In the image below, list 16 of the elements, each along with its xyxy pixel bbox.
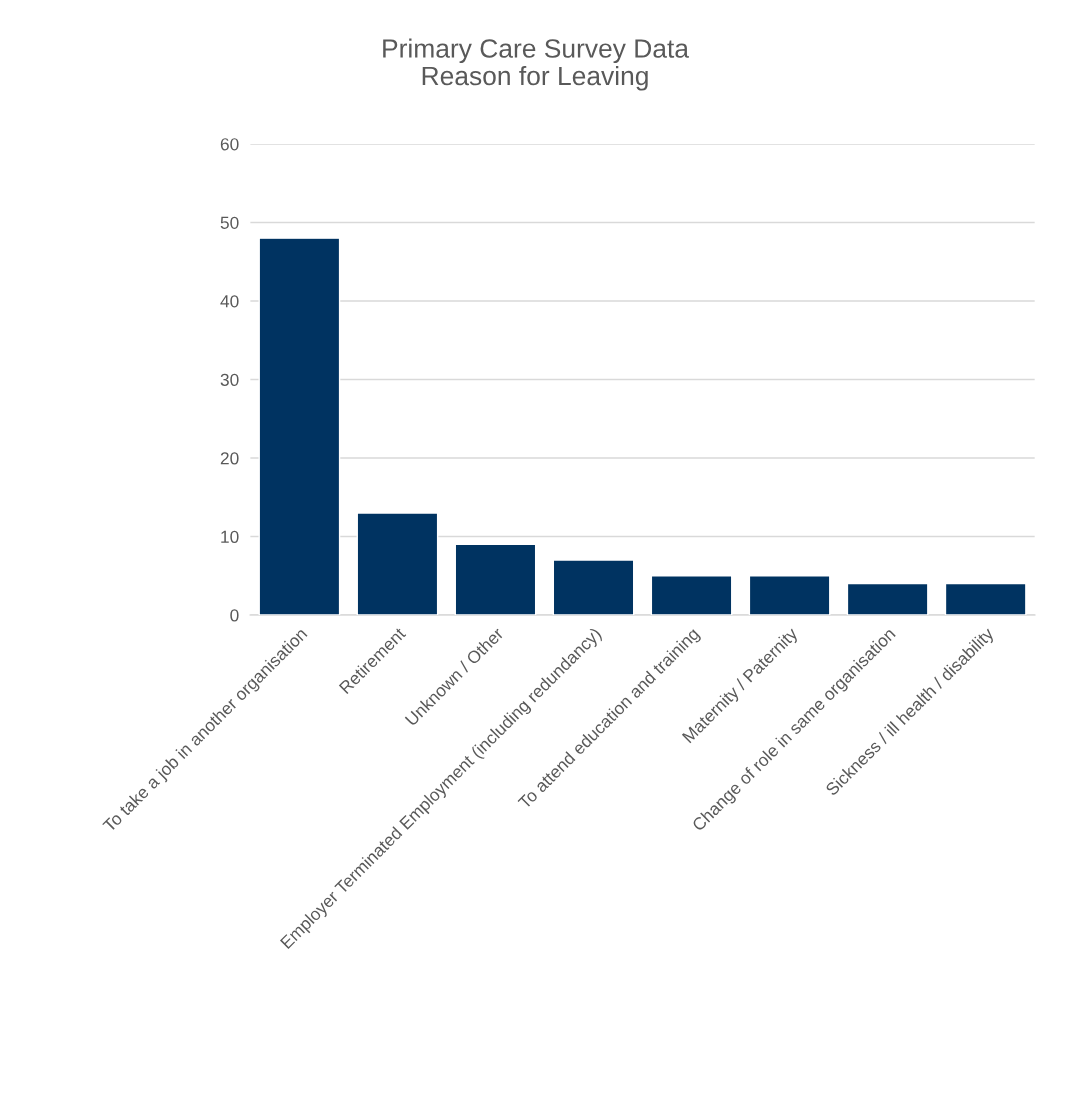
- bar: [552, 559, 635, 615]
- bar: [258, 237, 341, 615]
- y-tick-label: 10: [221, 530, 239, 543]
- bar: [454, 543, 537, 615]
- bar: [944, 582, 1027, 615]
- bar: [356, 512, 439, 615]
- y-tick-label: 30: [220, 373, 239, 386]
- y-tick-label: 60: [220, 138, 239, 151]
- chart-title: Primary Care Survey Data Reason for Leaving: [383, 38, 689, 91]
- y-tick-label: 50: [220, 216, 239, 229]
- bar: [748, 575, 831, 615]
- bar: [650, 575, 733, 615]
- y-tick-label: 40: [220, 295, 239, 308]
- bar: [846, 582, 929, 615]
- y-tick-label: 0: [230, 609, 239, 622]
- y-tick-label: 20: [220, 452, 239, 465]
